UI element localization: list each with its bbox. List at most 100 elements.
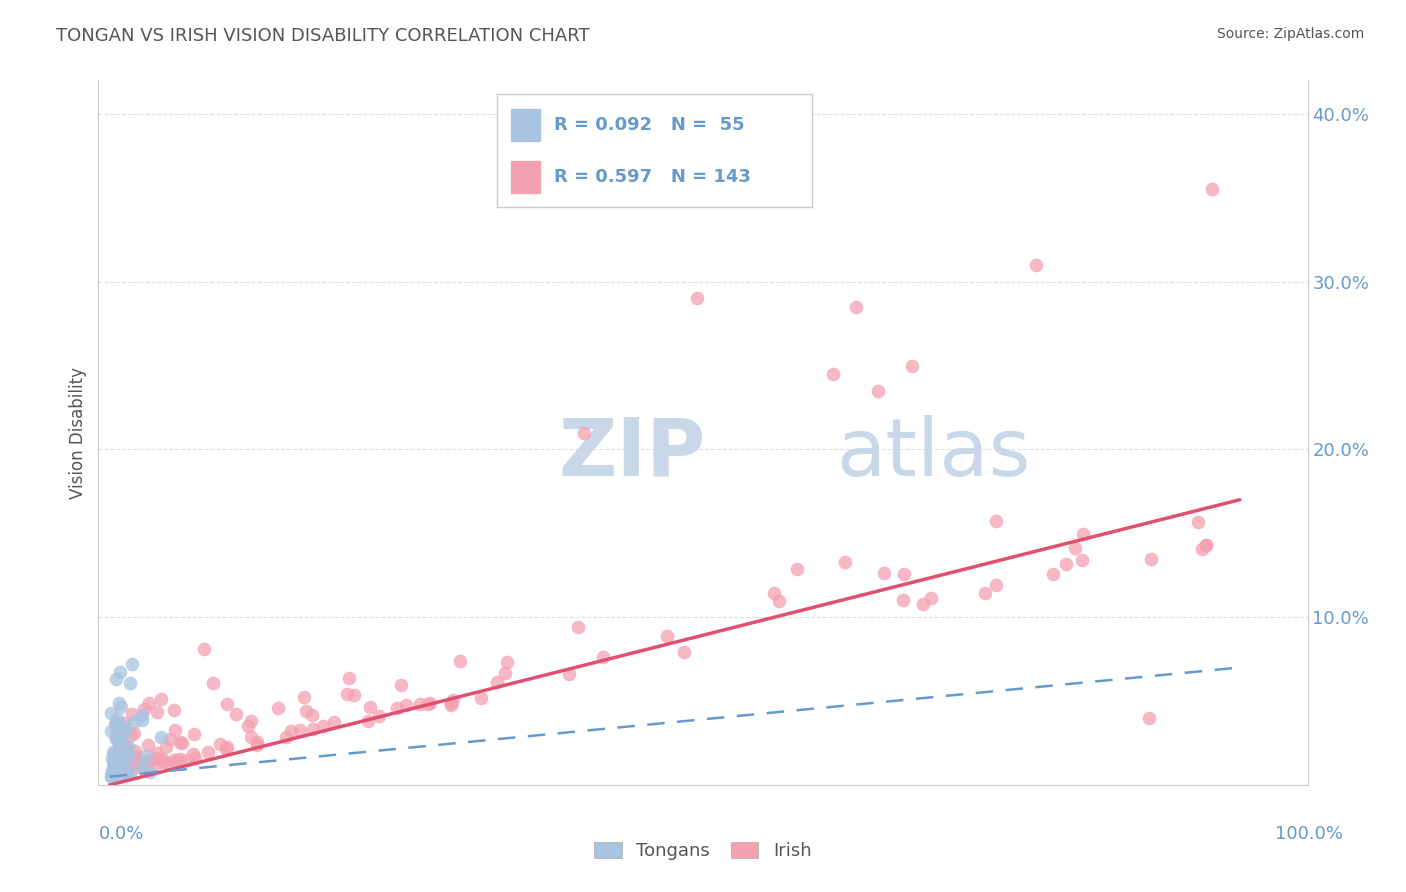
Point [107,716,129,731]
Point [105,672,128,686]
Point [176,753,198,767]
Point [131,714,153,728]
Point [155,739,177,754]
Point [112,753,135,767]
Point [108,751,131,765]
Point [163,754,186,768]
Point [104,751,127,765]
Point [101,745,124,759]
Point [149,692,172,706]
Point [159,732,181,747]
Point [152,756,174,770]
Point [121,657,143,672]
Point [118,750,141,764]
Point [122,725,145,739]
Point [686,292,709,306]
Point [1187,516,1209,530]
Point [138,696,160,710]
Text: 100.0%: 100.0% [1275,825,1343,843]
Point [107,762,129,776]
Point [893,567,915,582]
Point [183,751,205,765]
Point [567,620,589,634]
Point [111,723,134,737]
Point [1195,538,1218,552]
Point [1191,541,1213,556]
Point [322,714,344,729]
Point [1064,541,1087,556]
Point [121,728,143,742]
Point [104,761,127,775]
Point [150,752,173,766]
Point [768,593,790,607]
Point [267,700,290,714]
Point [496,655,519,669]
Point [409,697,432,711]
Point [193,641,215,656]
Point [246,735,269,749]
Point [974,586,997,600]
Point [128,758,150,772]
Point [100,770,122,784]
Point [312,719,335,733]
Point [295,704,318,718]
Point [337,671,360,685]
Point [104,745,127,759]
Point [834,555,856,569]
Point [873,566,896,580]
Point [292,690,315,705]
Point [1137,711,1160,725]
Point [104,717,127,731]
Point [146,746,169,760]
Point [391,678,413,692]
Point [139,764,162,779]
Point [105,766,128,780]
Point [108,748,131,763]
Point [114,758,136,772]
Point [111,747,134,762]
Point [125,751,148,765]
Point [105,712,128,726]
Point [143,758,166,772]
Text: ZIP: ZIP [558,415,706,492]
Point [574,425,596,440]
Point [115,763,138,777]
Point [891,593,914,607]
Point [108,731,131,745]
Point [136,739,159,753]
Point [104,766,127,780]
Point [485,674,508,689]
Point [845,300,868,314]
Point [107,728,129,742]
Point [1195,537,1218,551]
Point [150,730,173,744]
Point [104,716,127,731]
Point [104,765,127,780]
Point [395,698,418,713]
Point [449,654,471,668]
Point [290,723,312,738]
Point [103,758,125,772]
Point [912,597,935,611]
Point [239,714,262,728]
Point [108,739,131,754]
Point [592,649,614,664]
Point [104,758,127,772]
Point [215,741,238,756]
Point [165,723,187,737]
Point [1025,258,1047,272]
Point [124,760,146,774]
Point [112,716,135,731]
Point [440,698,463,713]
Point [107,725,129,739]
Point [416,697,439,711]
Point [101,764,124,779]
Point [183,747,205,762]
Text: atlas: atlas [837,415,1031,492]
Point [114,719,136,733]
Point [100,706,122,721]
Point [105,751,128,765]
Point [986,578,1008,592]
Point [107,696,129,710]
Point [202,676,225,690]
